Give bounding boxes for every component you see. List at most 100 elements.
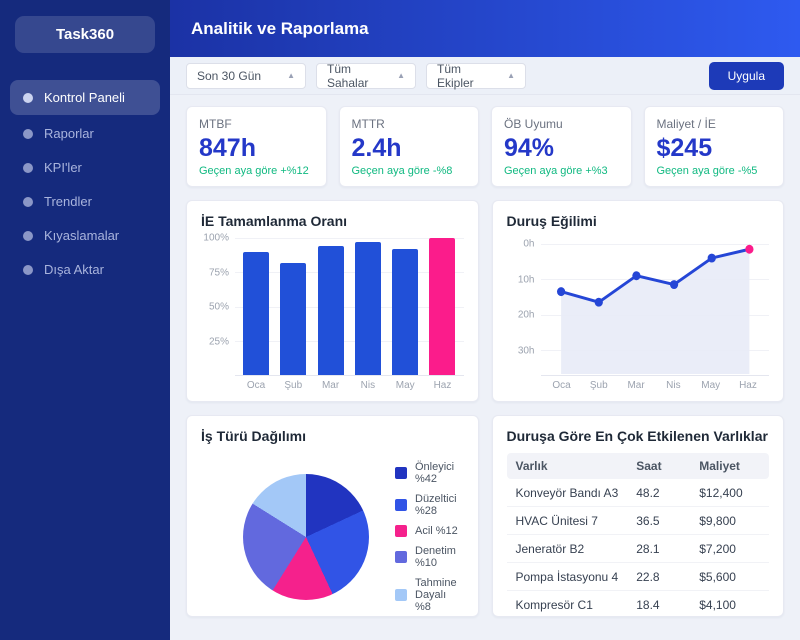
kpi-delta: Geçen aya göre -%8 [351,165,453,177]
kpi-value: 847h [199,134,256,162]
pie-graphic [243,474,369,600]
cost-cell: $12,400 [690,479,769,507]
site-value: Tüm Sahalar [327,61,369,90]
sidebar-item-label: Kontrol Paneli [44,90,125,105]
x-tick-label: Mar [321,380,340,391]
line-chart-y-axis: 0h 10h 20h 30h [507,238,541,376]
col-header-asset: Varlık [506,453,628,479]
bullet-icon [23,230,33,241]
gridline [540,243,769,245]
caret-icon: ▲ [397,71,405,80]
gridline [235,306,464,308]
x-tick-label: Oca [552,380,571,391]
y-tick-label: 20h [517,309,535,321]
legend-label: Önleyici %42 [415,461,455,485]
team-value: Tüm Ekipler [437,61,474,90]
kpi-card-mttr: MTTR 2.4h Geçen aya göre -%8 [338,106,479,187]
bar-chart-title: İE Tamamlanma Oranı [201,213,348,229]
sidebar-item-label: KPI'ler [44,160,82,175]
main-area: Analitik ve Raporlama Son 30 Gün ▲ Tüm S… [170,0,800,640]
date-range-dropdown[interactable]: Son 30 Gün ▲ [186,62,306,89]
kpi-delta: Geçen aya göre +%3 [504,165,608,177]
kpi-label: MTTR [351,117,385,131]
bar-chart-x-axis: Oca Şub Mar Nis May Haz [235,380,464,391]
y-tick-label: 50% [208,301,229,313]
bar-chart-card: İE Tamamlanma Oranı 100% 75% 50% 25% Oca Şub… [186,200,479,402]
charts-grid: İE Tamamlanma Oranı 100% 75% 50% 25% Oca Şub… [186,200,784,617]
legend-swatch [395,467,407,479]
kpi-delta: Geçen aya göre +%12 [199,165,309,177]
legend-label: Acil %12 [415,525,458,537]
legend-label: Düzeltici %28 [415,493,457,517]
sidebar-item-label: Raporlar [44,126,94,141]
assets-table-title: Duruşa Göre En Çok Etkilenen Varlıklar [506,428,768,444]
date-range-value: Son 30 Gün [197,68,262,83]
line-series [556,244,754,375]
hours-cell: 28.1 [627,534,691,563]
data-point [594,297,603,307]
table-row: Konveyör Bandı A3 48.2 $12,400 [506,479,769,507]
bar-chart-y-axis: 100% 75% 50% 25% [201,233,235,376]
bar-chart: 100% 75% 50% 25% [201,233,464,376]
sidebar-item-raporlar[interactable]: Raporlar [10,118,160,149]
table-row: HVAC Ünitesi 7 36.5 $9,800 [506,506,769,535]
assets-table-card: Duruşa Göre En Çok Etkilenen Varlıklar V… [491,415,784,617]
data-point [556,287,565,297]
legend-item: Denetim %10 [395,545,464,569]
sidebar-item-kpi-ler[interactable]: KPI'ler [10,152,160,183]
y-tick-label: 75% [208,267,229,278]
y-tick-label: 10h [517,274,535,286]
x-tick-label: Şub [284,380,303,391]
kpi-label: ÖB Uyumu [504,117,563,131]
y-tick-label: 0h [523,238,535,250]
page-title: Analitik ve Raporlama [191,18,369,38]
legend-item: Tahmine Dayalı %8 [395,577,464,613]
line-chart-plot [540,238,769,376]
site-dropdown[interactable]: Tüm Sahalar ▲ [316,61,416,90]
kpi-value: 94% [504,134,555,162]
bar-haz [429,238,456,375]
apply-button[interactable]: Uygula [708,61,784,90]
legend-item: Acil %12 [395,525,464,537]
col-header-cost: Maliyet [690,453,769,479]
sidebar-item-d-a-aktar[interactable]: Dışa Aktar [10,254,160,285]
legend-item: Düzeltici %28 [395,493,464,517]
bullet-icon [23,128,33,139]
x-tick-label: May [701,380,721,391]
gridline [235,272,464,274]
table-row: Kompresör C1 18.4 $4,100 [507,591,770,617]
bullet-icon [23,196,33,207]
app-logo: Task360 [15,16,155,53]
team-dropdown[interactable]: Tüm Ekipler ▲ [426,61,526,90]
hours-cell: 48.2 [627,479,691,507]
sidebar-item-trendler[interactable]: Trendler [10,186,160,217]
bar-chart-plot [235,238,464,376]
bar-series [235,238,464,375]
asset-cell: Jeneratör B2 [506,534,628,563]
table-row: Pompa İstasyonu 4 22.8 $5,600 [506,562,769,591]
bar-şub [280,262,307,375]
x-tick-label: Mar [627,380,645,391]
kpi-label: Maliyet / İE [656,117,716,131]
line-chart-card: Duruş Eğilimi 0h 10h 20h 30h Oca Şub Mar Nis Ma… [491,200,784,402]
pie-chart: Önleyici %42 Düzeltici %28 Acil %12 Denetim… [201,453,464,613]
kpi-card-mtbf: MTBF 847h Geçen aya göre +%12 [186,106,327,187]
line-chart-title: Duruş Eğilimi [506,213,597,229]
legend-swatch [395,499,407,511]
data-point [707,253,716,263]
asset-cell: HVAC Ünitesi 7 [506,506,628,535]
sidebar-item-label: Kıyaslamalar [44,228,120,243]
x-tick-label: Haz [433,380,452,391]
hours-cell: 18.4 [636,597,660,612]
kpi-value: $245 [656,134,713,162]
sidebar-item-kontrol-paneli[interactable]: Kontrol Paneli [10,80,160,115]
legend-swatch [395,551,407,563]
asset-cell: Konveyör Bandı A3 [506,479,628,507]
asset-cell: Pompa İstasyonu 4 [506,562,628,591]
legend-swatch [395,525,407,537]
y-tick-label: 25% [208,336,229,347]
bullet-icon [23,162,33,173]
sidebar: Task360 Kontrol Paneli Raporlar KPI'ler Tre… [0,0,170,640]
sidebar-item-k-yaslamalar[interactable]: Kıyaslamalar [10,220,160,251]
